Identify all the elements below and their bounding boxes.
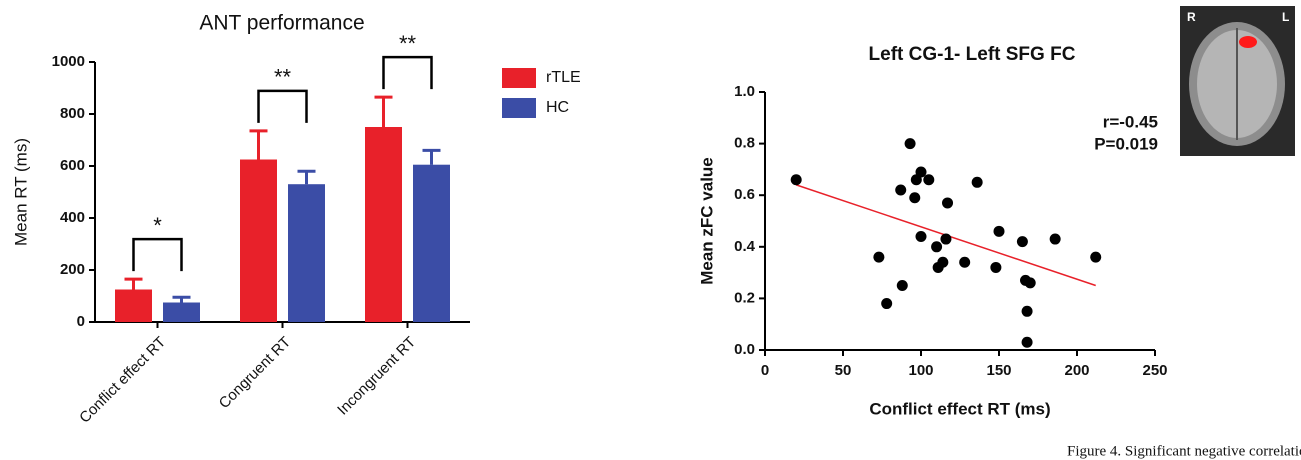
y-tick-label: 1000 (52, 53, 85, 70)
y-tick-label: 0.0 (734, 341, 755, 358)
data-point (873, 252, 884, 263)
data-point (1022, 306, 1033, 317)
legend-swatch (502, 68, 536, 88)
data-point (1050, 234, 1061, 245)
significance-bracket (384, 57, 432, 89)
y-tick-label: 1.0 (734, 83, 755, 100)
y-tick-label: 0.6 (734, 186, 755, 203)
error-bar (125, 279, 143, 289)
error-bar (250, 131, 268, 160)
data-point (1022, 337, 1033, 348)
x-tick-label: Congruent RT (216, 334, 294, 412)
bar (115, 290, 152, 323)
data-point (791, 174, 802, 185)
x-tick-label: Incongruent RT (334, 334, 419, 419)
data-point (905, 138, 916, 149)
page: {"chart_data": [ {"type": "bar", "title"… (0, 0, 1301, 460)
x-tick-label: 100 (908, 362, 933, 379)
data-point (990, 262, 1001, 273)
legend-label: HC (546, 99, 569, 116)
data-point (1025, 277, 1036, 288)
chart-title: Left CG-1- Left SFG FC (869, 44, 1076, 65)
data-point (923, 174, 934, 185)
error-bar (173, 297, 191, 302)
brain-roi (1239, 36, 1257, 48)
error-bar (375, 97, 393, 127)
data-point (994, 226, 1005, 237)
y-tick-label: 0 (77, 313, 85, 330)
x-tick-label: 0 (761, 362, 769, 379)
data-point (916, 231, 927, 242)
significance-label: ** (399, 31, 417, 56)
y-tick-label: 0.4 (734, 238, 756, 255)
y-axis-label: Mean RT (ms) (11, 138, 30, 246)
data-point (940, 234, 951, 245)
data-point (931, 241, 942, 252)
legend-label: rTLE (546, 69, 581, 86)
significance-bracket (259, 91, 307, 123)
legend-swatch (502, 98, 536, 118)
x-tick-label: 150 (986, 362, 1011, 379)
data-point (942, 197, 953, 208)
error-bar (298, 171, 316, 184)
y-tick-label: 400 (60, 209, 85, 226)
y-tick-label: 0.8 (734, 135, 755, 152)
bar (240, 160, 277, 323)
data-point (1017, 236, 1028, 247)
x-tick-label: 250 (1142, 362, 1167, 379)
x-tick-label: Conflict effect RT (76, 334, 169, 427)
bar (288, 184, 325, 322)
data-point (895, 185, 906, 196)
data-point (937, 257, 948, 268)
bar (365, 127, 402, 322)
data-point (972, 177, 983, 188)
bar (163, 303, 200, 323)
inset-label: L (1282, 10, 1289, 24)
inset-label: R (1187, 10, 1196, 24)
y-tick-label: 600 (60, 157, 85, 174)
data-point (909, 192, 920, 203)
error-bar (423, 150, 441, 164)
chart-title: ANT performance (199, 12, 364, 35)
significance-bracket (134, 239, 182, 271)
annotation: r=-0.45 (1103, 112, 1158, 131)
y-tick-label: 200 (60, 261, 85, 278)
y-tick-label: 800 (60, 105, 85, 122)
data-point (916, 166, 927, 177)
y-axis-label: Mean zFC value (697, 157, 716, 285)
data-point (959, 257, 970, 268)
y-tick-label: 0.2 (734, 289, 755, 306)
x-tick-label: 200 (1064, 362, 1089, 379)
x-axis-label: Conflict effect RT (ms) (869, 399, 1050, 418)
annotation: P=0.019 (1094, 134, 1158, 153)
caption: Figure 4. Significant negative correlati… (1067, 443, 1301, 459)
data-point (897, 280, 908, 291)
bar (413, 165, 450, 322)
significance-label: * (153, 213, 162, 238)
x-tick-label: 50 (835, 362, 852, 379)
significance-label: ** (274, 65, 292, 90)
data-point (1090, 252, 1101, 263)
data-point (881, 298, 892, 309)
figure: R L Figure 4. Significant negative corre… (0, 0, 1301, 460)
